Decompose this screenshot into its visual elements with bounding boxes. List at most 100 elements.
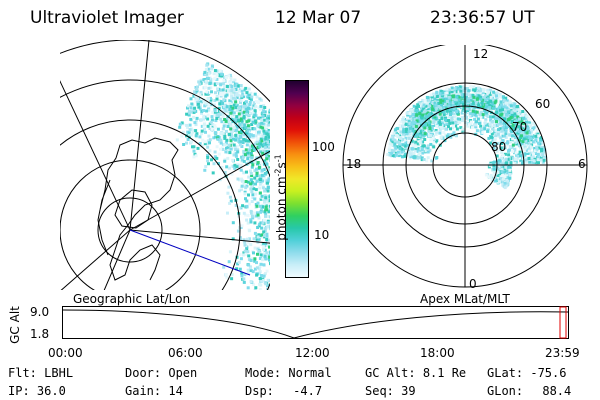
aurora-pixel	[189, 117, 193, 121]
aurora-pixel	[196, 96, 199, 100]
aurora-pixel	[237, 214, 241, 218]
aurora-pixel	[512, 106, 516, 110]
aurora-pixel	[231, 221, 235, 225]
aurora-pixel	[246, 268, 250, 272]
aurora-pixel	[394, 150, 398, 153]
aurora-pixel	[508, 120, 512, 124]
aurora-pixel	[245, 112, 249, 116]
aurora-pixel	[406, 114, 410, 118]
aurora-pixel	[230, 89, 234, 93]
aurora-pixel	[235, 267, 239, 271]
aurora-pixel	[269, 261, 270, 265]
aurora-pixel	[401, 120, 405, 124]
aurora-pixel	[261, 134, 265, 138]
aurora-pixel	[435, 130, 439, 134]
aurora-pixel	[472, 98, 476, 101]
aurora-pixel	[216, 111, 220, 115]
aurora-pixel	[418, 151, 422, 155]
aurora-pixel	[524, 120, 528, 124]
aurora-pixel	[431, 107, 434, 111]
aurora-pixel	[226, 191, 230, 195]
aurora-pixel	[244, 180, 248, 183]
aurora-pixel	[255, 156, 259, 160]
aurora-pixel	[231, 78, 235, 82]
aurora-pixel	[230, 85, 234, 88]
aurora-pixel	[430, 126, 434, 130]
aurora-pixel	[211, 123, 215, 127]
aurora-pixel	[521, 113, 525, 117]
aurora-pixel	[497, 94, 501, 98]
aurora-pixel	[192, 155, 196, 159]
aurora-pixel	[238, 97, 242, 101]
aurora-pixel	[418, 134, 422, 138]
aurora-pixel	[263, 114, 267, 117]
aurora-pixel	[444, 116, 447, 120]
aurora-pixel	[229, 139, 233, 143]
aurora-pixel	[502, 125, 506, 129]
aurora-pixel	[543, 148, 547, 152]
aurora-pixel	[266, 278, 270, 282]
aurora-pixel	[219, 132, 223, 136]
aurora-pixel	[410, 141, 414, 145]
aurora-pixel	[212, 136, 216, 140]
aurora-pixel	[522, 135, 526, 139]
aurora-pixel	[499, 130, 502, 134]
aurora-pixel	[449, 107, 452, 111]
aurora-pixel	[205, 76, 209, 80]
aurora-pixel	[501, 108, 504, 112]
aurora-pixel	[256, 124, 260, 128]
aurora-pixel	[263, 200, 266, 204]
aurora-pixel	[264, 205, 268, 209]
aurora-pixel	[501, 95, 505, 99]
aurora-pixel	[435, 139, 438, 143]
aurora-pixel	[402, 138, 406, 142]
aurora-pixel	[444, 133, 448, 137]
aurora-pixel	[266, 194, 270, 198]
aurora-pixel	[234, 117, 238, 121]
aurora-pixel	[229, 199, 233, 203]
aurora-pixel	[257, 249, 261, 253]
aurora-pixel	[540, 138, 544, 142]
aurora-pixel	[210, 158, 213, 162]
aurora-pixel	[503, 175, 507, 178]
aurora-pixel	[239, 206, 243, 210]
aurora-pixel	[454, 86, 458, 90]
aurora-pixel	[479, 107, 483, 111]
status-mode: Mode: Normal	[245, 366, 332, 380]
aurora-pixel	[223, 118, 227, 121]
aurora-pixel	[466, 101, 470, 104]
aurora-pixel	[182, 143, 186, 146]
aurora-pixel	[239, 168, 243, 172]
aurora-pixel	[251, 257, 254, 261]
aurora-pixel	[427, 121, 431, 125]
aurora-pixel	[396, 135, 400, 138]
aurora-pixel	[407, 115, 411, 119]
aurora-pixel	[221, 114, 225, 118]
aurora-pixel	[540, 149, 544, 153]
aurora-pixel	[496, 132, 500, 136]
aurora-pixel	[471, 112, 475, 115]
aurora-pixel	[438, 115, 442, 119]
aurora-pixel	[393, 138, 397, 142]
aurora-pixel	[394, 133, 398, 137]
aurora-pixel	[508, 168, 512, 172]
aurora-pixel	[210, 118, 214, 122]
aurora-pixel	[492, 90, 496, 94]
aurora-pixel	[234, 100, 238, 104]
mlat-70: 70	[512, 120, 528, 134]
aurora-pixel	[260, 118, 264, 122]
aurora-pixel	[242, 251, 246, 255]
aurora-pixel	[231, 116, 235, 120]
aurora-pixel	[450, 133, 454, 137]
aurora-pixel	[396, 140, 400, 144]
aurora-pixel	[212, 72, 216, 76]
aurora-pixel	[258, 147, 262, 151]
aurora-pixel	[237, 138, 241, 141]
aurora-pixel	[226, 149, 230, 153]
aurora-pixel	[507, 166, 511, 170]
timeline-xtick-0: 00:00	[48, 346, 83, 360]
aurora-pixel	[219, 93, 223, 96]
aurora-pixel	[242, 123, 246, 127]
aurora-pixel	[227, 166, 231, 170]
aurora-pixel	[511, 156, 515, 160]
